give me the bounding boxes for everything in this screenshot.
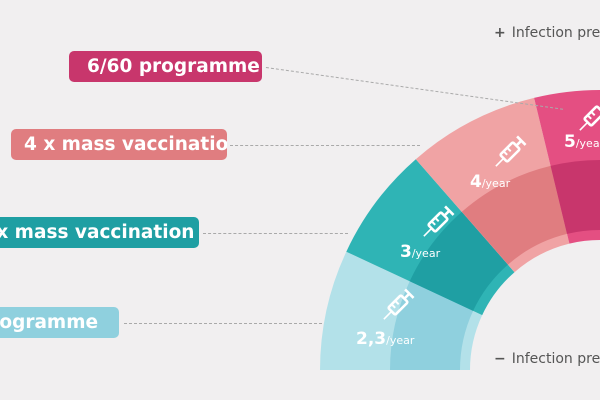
rate-label: 4/year	[470, 173, 510, 193]
syringe-icon	[495, 135, 527, 167]
segment-4	[534, 90, 600, 244]
programme-label-4x-mass: 4 x mass vaccination	[11, 129, 227, 160]
rate-value: 3	[400, 242, 412, 262]
rate-unit: /year	[481, 177, 511, 190]
leader-line	[203, 233, 348, 234]
programme-label-3x-mass: 3 x mass vaccination	[0, 217, 199, 248]
rate-unit: /year	[575, 137, 600, 150]
infection-indicator-low: − Infection pre	[494, 351, 600, 367]
rate-unit: /year	[386, 334, 415, 347]
segment-3	[415, 97, 570, 273]
rate-label: 2,3/year	[356, 330, 414, 350]
rate-label: 5/year	[564, 133, 600, 153]
rate-value: 4	[470, 172, 482, 192]
minus-icon: −	[494, 351, 506, 367]
syringe-icon	[383, 288, 415, 320]
leader-line	[124, 323, 322, 324]
rate-value: 2,3	[356, 329, 387, 349]
syringe-icon	[423, 205, 455, 237]
leader-line	[230, 145, 420, 146]
programme-label-6-60: 6/60 programme	[69, 51, 262, 82]
infection-indicator-text: Infection pre	[511, 351, 600, 367]
syringe-icon	[579, 103, 600, 131]
programme-label-base: programme	[0, 307, 119, 338]
segment-1	[320, 251, 483, 370]
rate-value: 5	[564, 132, 576, 152]
plus-icon: +	[494, 25, 506, 41]
rate-unit: /year	[411, 247, 441, 260]
infection-indicator-high: + Infection pre	[494, 25, 600, 41]
rate-label: 3/year	[400, 243, 440, 263]
infection-indicator-text: Infection pre	[511, 25, 600, 41]
